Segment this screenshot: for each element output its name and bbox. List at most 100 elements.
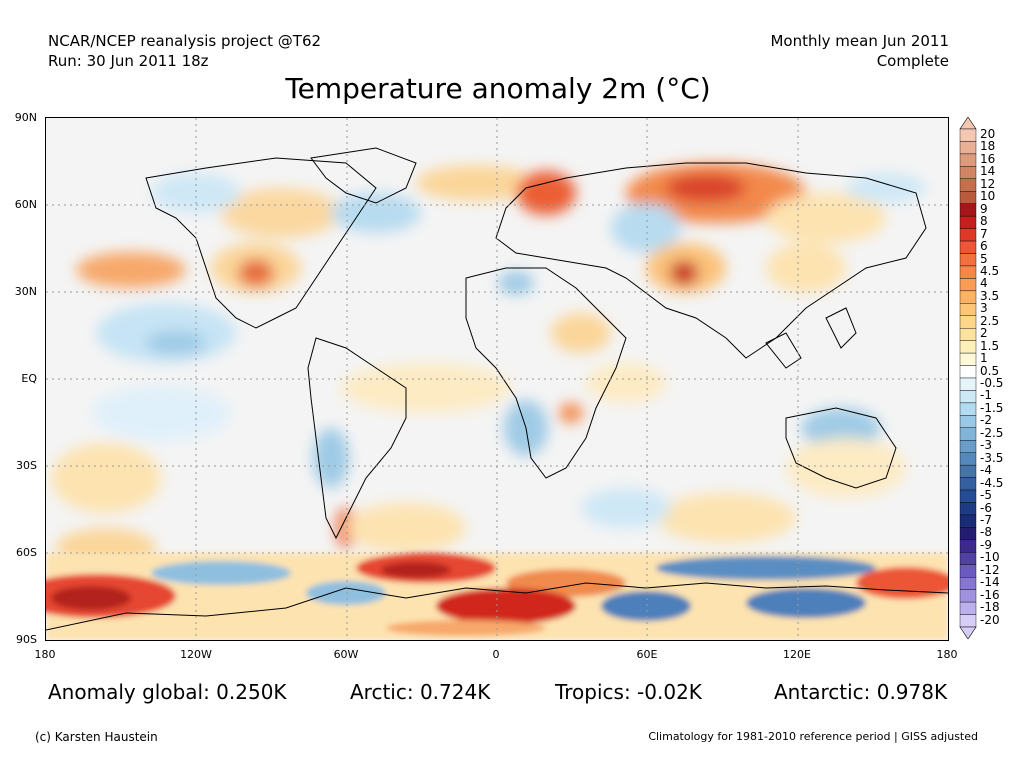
- colorbar-label: 5: [980, 251, 988, 266]
- colorbar-label: -18: [980, 600, 1000, 615]
- colorbar-cell: [959, 489, 977, 503]
- lat-label-90n: 90N: [14, 111, 37, 124]
- colorbar-cell: [959, 352, 977, 366]
- colorbar-label: 6: [980, 239, 988, 254]
- lon-label-60w: 60W: [333, 648, 359, 661]
- header-left: NCAR/NCEP reanalysis project @T62 Run: 3…: [48, 31, 321, 71]
- status-label: Complete: [876, 52, 949, 70]
- colorbar-label: -8: [980, 525, 992, 540]
- colorbar-label: 7: [980, 226, 988, 241]
- map-canvas: [46, 118, 948, 640]
- map-title: Temperature anomaly 2m (°C): [285, 72, 711, 105]
- colorbar-label: -2.5: [980, 425, 1004, 440]
- lat-label-90s: 90S: [16, 633, 37, 646]
- colorbar-label: -7: [980, 512, 992, 527]
- colorbar-label: 0.5: [980, 363, 1000, 378]
- lon-label-180e: 180: [936, 648, 958, 661]
- anomaly-field: [51, 163, 926, 568]
- colorbar-label: -5: [980, 488, 992, 503]
- colorbar-label: -12: [980, 562, 1000, 577]
- colorbar-cell: [959, 290, 977, 304]
- lat-label-60s: 60S: [16, 546, 37, 559]
- colorbar-label: -4: [980, 463, 992, 478]
- colorbar-label: 12: [980, 176, 996, 191]
- stat-antarctic: Antarctic: 0.978K: [774, 680, 948, 704]
- colorbar-label: -4.5: [980, 475, 1004, 490]
- run-time: Run: 30 Jun 2011 18z: [48, 52, 209, 70]
- stat-global: Anomaly global: 0.250K: [48, 680, 287, 704]
- colorbar-cell: [959, 141, 977, 155]
- graticule: [46, 118, 948, 640]
- colorbar-label: 10: [980, 189, 996, 204]
- colorbar-label: -9: [980, 537, 992, 552]
- lon-label-180w: 180: [34, 648, 56, 661]
- colorbar-label: 3.5: [980, 288, 1000, 303]
- colorbar-cell: [959, 240, 977, 254]
- colorbar-cell: [959, 303, 977, 316]
- colorbar-label: 18: [980, 139, 996, 154]
- anomaly-map: [45, 117, 949, 641]
- colorbar-cell: [959, 166, 977, 179]
- colorbar-label: -3: [980, 438, 992, 453]
- model-name: NCAR/NCEP reanalysis project @T62: [48, 32, 322, 50]
- lon-label-60e: 60E: [636, 648, 658, 661]
- colorbar-cell: [959, 327, 977, 341]
- colorbar-label: 2.5: [980, 313, 1000, 328]
- colorbar-cell: [959, 390, 977, 404]
- colorbar: [959, 117, 977, 639]
- colorbar-label: -0.5: [980, 376, 1004, 390]
- colorbar-label: -14: [980, 575, 1000, 590]
- southern-ocean-field: [46, 553, 948, 640]
- colorbar-cell: [959, 427, 977, 441]
- colorbar-cell: [959, 452, 977, 466]
- lat-label-30n: 30N: [14, 285, 37, 298]
- copyright: (c) Karsten Haustein: [35, 730, 158, 744]
- lon-label-0: 0: [492, 648, 500, 661]
- colorbar-cell: [959, 415, 977, 429]
- colorbar-label: -1.5: [980, 400, 1004, 415]
- colorbar-cell: [959, 527, 977, 541]
- colorbar-cell: [959, 402, 977, 416]
- colorbar-cell: [959, 340, 977, 354]
- colorbar-top-arrow: [959, 117, 977, 130]
- colorbar-cell: [959, 577, 977, 590]
- colorbar-cell: [959, 440, 977, 453]
- climatology-note: Climatology for 1981-2010 reference peri…: [648, 730, 978, 743]
- colorbar-cell: [959, 178, 977, 192]
- colorbar-cell: [959, 601, 977, 615]
- colorbar-label: 16: [980, 151, 996, 166]
- colorbar-label: 1: [980, 351, 988, 366]
- colorbar-cell: [959, 278, 977, 292]
- colorbar-label: 20: [980, 127, 996, 141]
- colorbar-cell: [959, 215, 977, 229]
- colorbar-cell: [959, 228, 977, 242]
- coastlines: [46, 147, 948, 631]
- colorbar-cell: [959, 191, 977, 204]
- colorbar-label: -6: [980, 500, 992, 515]
- period-label: Monthly mean Jun 2011: [770, 32, 949, 50]
- lat-label-30s: 30S: [16, 459, 37, 472]
- colorbar-cell: [959, 464, 977, 478]
- colorbar-cell: [959, 128, 977, 142]
- colorbar-bottom-arrow: [959, 626, 977, 639]
- lon-label-120w: 120W: [180, 648, 212, 661]
- colorbar-cell: [959, 203, 977, 217]
- colorbar-cell: [959, 539, 977, 553]
- colorbar-label: -16: [980, 587, 1000, 602]
- colorbar-cell: [959, 253, 977, 267]
- colorbar-label: -1: [980, 388, 992, 403]
- colorbar-cell: [959, 265, 977, 279]
- stat-tropics: Tropics: -0.02K: [555, 680, 702, 704]
- colorbar-label: 14: [980, 164, 996, 179]
- colorbar-cell: [959, 614, 977, 628]
- colorbar-label: 2: [980, 326, 988, 341]
- lat-label-eq: EQ: [21, 372, 37, 385]
- colorbar-label: -20: [980, 612, 1000, 627]
- colorbar-cell: [959, 315, 977, 329]
- colorbar-cell: [959, 377, 977, 391]
- stat-arctic: Arctic: 0.724K: [350, 680, 491, 704]
- colorbar-cells: [959, 117, 977, 639]
- colorbar-cell: [959, 477, 977, 491]
- colorbar-label: 4.5: [980, 263, 1000, 278]
- colorbar-cell: [959, 153, 977, 167]
